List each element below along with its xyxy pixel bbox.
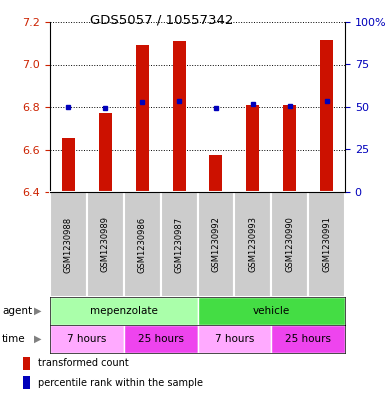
Text: agent: agent [2,306,32,316]
Text: transformed count: transformed count [38,358,129,368]
Bar [308,192,345,297]
Bar [23,357,30,370]
Text: GSM1230990: GSM1230990 [285,217,294,272]
Text: GDS5057 / 10557342: GDS5057 / 10557342 [90,14,233,27]
Bar [50,192,87,297]
Text: 7 hours: 7 hours [67,334,107,344]
Bar [198,192,234,297]
Bar [198,297,345,325]
Text: GSM1230993: GSM1230993 [248,217,257,272]
Bar [271,325,345,353]
Text: GSM1230991: GSM1230991 [322,217,331,272]
Text: GSM1230988: GSM1230988 [64,217,73,273]
Bar [172,41,186,192]
Bar [87,192,124,297]
Text: 25 hours: 25 hours [285,334,331,344]
Bar [246,105,259,192]
Bar [50,297,198,325]
Text: GSM1230989: GSM1230989 [101,217,110,272]
Text: vehicle: vehicle [253,306,290,316]
Bar [283,105,296,192]
Bar [62,138,75,192]
Text: mepenzolate: mepenzolate [90,306,158,316]
Bar [198,325,271,353]
Text: time: time [2,334,25,344]
Bar [124,325,198,353]
Bar [209,155,223,192]
Text: GSM1230986: GSM1230986 [138,217,147,273]
Bar [136,45,149,192]
Bar [271,192,308,297]
Bar [124,192,161,297]
Bar [50,325,124,353]
Text: 7 hours: 7 hours [215,334,254,344]
Text: ▶: ▶ [34,334,42,344]
Text: percentile rank within the sample: percentile rank within the sample [38,378,204,387]
Text: 25 hours: 25 hours [137,334,184,344]
Text: GSM1230992: GSM1230992 [211,217,221,272]
Bar [234,192,271,297]
Bar [320,40,333,192]
Bar [99,113,112,192]
Text: ▶: ▶ [34,306,42,316]
Bar [23,376,30,389]
Bar [161,192,198,297]
Text: GSM1230987: GSM1230987 [174,217,184,273]
